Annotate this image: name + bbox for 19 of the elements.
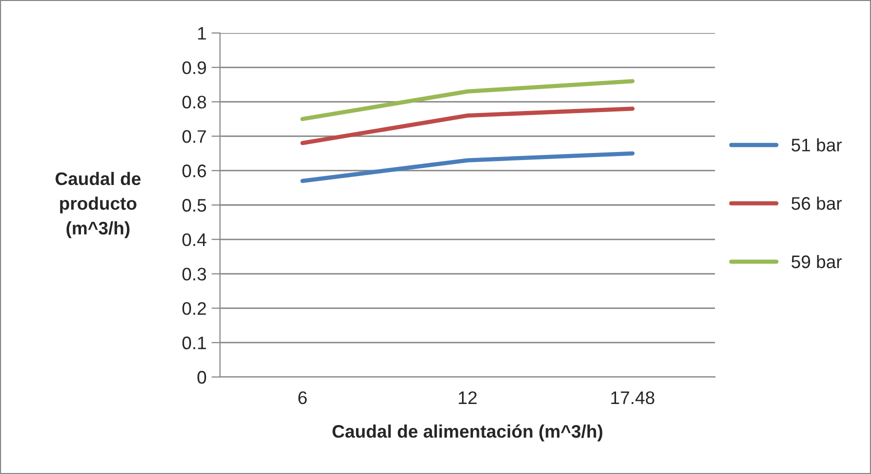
y-tick-label: 0.9 (182, 61, 206, 74)
y-tick-label: 1 (198, 27, 206, 40)
y-tick-label: 0 (197, 370, 206, 384)
y-axis-title: Caudal de producto (m^3/h) (56, 172, 141, 238)
legend-label: 59 bar (792, 254, 842, 268)
y-tick-label: 0.3 (182, 268, 206, 281)
x-tick-label: 17.48 (611, 391, 654, 404)
x-tick-label: 12 (458, 391, 477, 404)
legend-label: 56 bar (792, 196, 842, 210)
x-tick-label: 6 (298, 391, 307, 404)
legend-label: 51 bar (792, 138, 842, 152)
y-tick-label: 0.6 (182, 164, 206, 178)
y-tick-label: 0.5 (182, 198, 206, 212)
y-tick-label: 0.7 (182, 130, 206, 143)
y-tick-label: 0.1 (182, 336, 206, 350)
x-axis-title: Caudal de alimentación (m^3/h) (332, 424, 602, 442)
y-tick-label: 0.2 (182, 302, 206, 315)
y-tick-label: 0.4 (182, 233, 206, 246)
y-tick-label: 0.8 (182, 96, 206, 109)
